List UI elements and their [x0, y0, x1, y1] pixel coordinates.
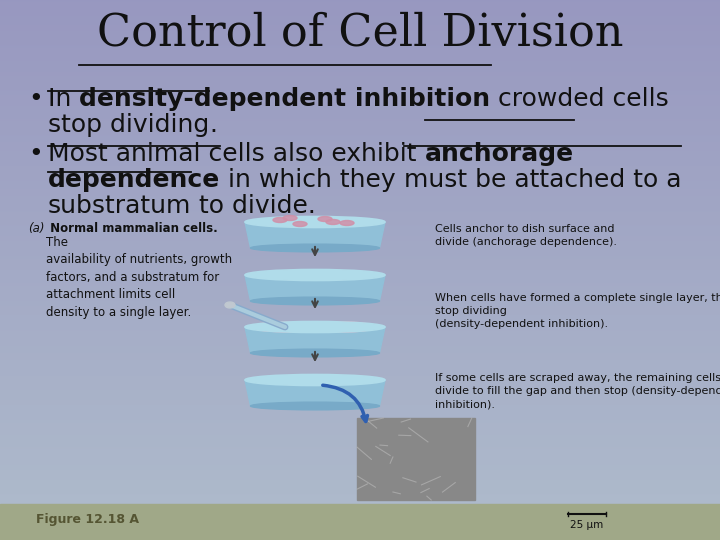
Bar [357, 418, 475, 500]
Text: Figure 12.18 A: Figure 12.18 A [36, 514, 139, 526]
Bar [0, 504, 720, 540]
Ellipse shape [245, 321, 385, 333]
Ellipse shape [251, 244, 379, 252]
Text: in which they: in which they [220, 168, 404, 192]
Polygon shape [245, 222, 385, 248]
Text: substratum: substratum [48, 194, 192, 218]
Ellipse shape [283, 215, 297, 220]
Ellipse shape [293, 221, 307, 226]
Ellipse shape [225, 302, 235, 308]
Ellipse shape [251, 322, 328, 332]
Ellipse shape [251, 297, 379, 305]
Ellipse shape [251, 402, 379, 410]
Text: •: • [28, 87, 42, 111]
Ellipse shape [245, 269, 385, 280]
Text: 25 μm: 25 μm [570, 520, 603, 530]
Ellipse shape [326, 219, 340, 225]
Ellipse shape [251, 349, 379, 357]
Text: dependence: dependence [48, 168, 220, 192]
Text: to divide.: to divide. [192, 194, 316, 218]
Ellipse shape [253, 217, 377, 227]
Text: The
availability of nutrients, growth
factors, and a substratum for
attachment l: The availability of nutrients, growth fa… [46, 236, 232, 319]
Text: density-dependent inhibition: density-dependent inhibition [79, 87, 490, 111]
Text: Normal mammalian cells.: Normal mammalian cells. [46, 222, 217, 235]
Text: •: • [28, 142, 42, 166]
Ellipse shape [245, 375, 385, 386]
Ellipse shape [340, 220, 354, 226]
Ellipse shape [318, 217, 332, 221]
Text: anchorage: anchorage [425, 142, 574, 166]
Polygon shape [245, 380, 385, 406]
Text: When cells have formed a complete single layer, they
stop dividing
(density-depe: When cells have formed a complete single… [435, 293, 720, 329]
Text: Control of Cell Division: Control of Cell Division [96, 11, 624, 55]
Ellipse shape [253, 375, 377, 385]
Ellipse shape [273, 218, 287, 222]
Text: If some cells are scraped away, the remaining cells
divide to fill the gap and t: If some cells are scraped away, the rema… [435, 373, 720, 409]
Polygon shape [245, 327, 385, 353]
Ellipse shape [245, 217, 385, 227]
Text: In: In [48, 87, 79, 111]
Polygon shape [245, 275, 385, 301]
Text: must be attached to a: must be attached to a [404, 168, 681, 192]
Text: Cells anchor to dish surface and
divide (anchorage dependence).: Cells anchor to dish surface and divide … [435, 224, 617, 247]
Ellipse shape [318, 322, 374, 332]
Text: crowded cells: crowded cells [490, 87, 670, 111]
Text: .: . [210, 113, 217, 137]
Text: Most animal cells also exhibit: Most animal cells also exhibit [48, 142, 425, 166]
Text: (a): (a) [28, 222, 45, 235]
Text: stop dividing: stop dividing [48, 113, 210, 137]
Ellipse shape [253, 270, 377, 280]
